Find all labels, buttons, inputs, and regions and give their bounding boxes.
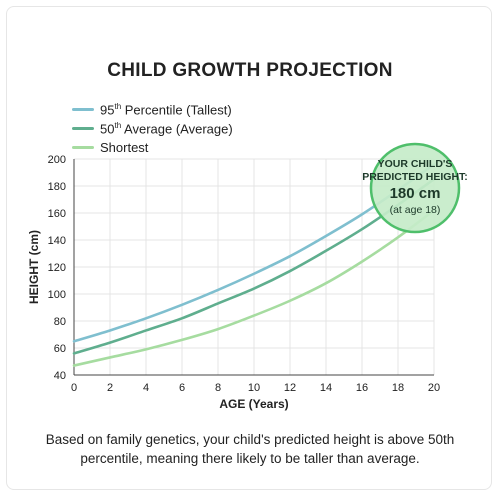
legend-label-95th: 95th Percentile (Tallest) bbox=[100, 101, 232, 118]
y-axis-label: HEIGHT (cm) bbox=[27, 230, 41, 304]
legend-label-50th: 50th Average (Average) bbox=[100, 120, 233, 137]
x-axis-label: AGE (Years) bbox=[219, 397, 288, 411]
series-lines bbox=[72, 163, 436, 367]
y-tick-label: 40 bbox=[54, 370, 66, 382]
y-tick-label: 200 bbox=[48, 154, 66, 166]
y-tick-label: 60 bbox=[54, 343, 66, 355]
x-tick-label: 6 bbox=[179, 382, 185, 394]
series-shortest bbox=[72, 209, 436, 367]
callout-value: 180 cm bbox=[390, 185, 441, 202]
legend: 95th Percentile (Tallest) 50th Average (… bbox=[72, 100, 233, 157]
series-95th-percentile bbox=[72, 163, 436, 343]
legend-item-50th: 50th Average (Average) bbox=[72, 119, 233, 138]
callout-circle bbox=[369, 142, 461, 234]
x-tick-label: 12 bbox=[284, 382, 296, 394]
y-tick-label: 180 bbox=[48, 181, 66, 193]
legend-label-shortest: Shortest bbox=[100, 140, 149, 155]
x-tick-label: 10 bbox=[248, 382, 260, 394]
x-tick-label: 8 bbox=[215, 382, 221, 394]
y-tick-label: 140 bbox=[48, 235, 66, 247]
callout-note: (at age 18) bbox=[390, 204, 441, 216]
legend-item-shortest: Shortest bbox=[72, 138, 233, 157]
x-tick-label: 16 bbox=[356, 382, 368, 394]
callout-line1: YOUR CHILD'S bbox=[378, 158, 453, 170]
y-tick-label: 160 bbox=[48, 208, 66, 220]
axes: 40 60 80 100 120 140 160 180 200 0 2 4 6 8 10 12 14 16 18 2… bbox=[48, 154, 440, 394]
y-tick-label: 100 bbox=[48, 289, 66, 301]
y-tick-label: 80 bbox=[54, 316, 66, 328]
y-tick-label: 120 bbox=[48, 262, 66, 274]
callout-line2: PREDICTED HEIGHT: bbox=[362, 171, 468, 183]
caption: Based on family genetics, your child's p… bbox=[45, 432, 455, 466]
x-tick-label: 14 bbox=[320, 382, 332, 394]
legend-item-95th: 95th Percentile (Tallest) bbox=[72, 100, 233, 119]
x-tick-label: 4 bbox=[143, 382, 149, 394]
x-tick-label: 2 bbox=[107, 382, 113, 394]
series-50th-average bbox=[72, 177, 436, 355]
predicted-height-callout: YOUR CHILD'S PREDICTED HEIGHT: 180 cm (a… bbox=[362, 142, 468, 234]
legend-swatch-shortest bbox=[72, 146, 94, 149]
x-tick-label: 0 bbox=[71, 382, 77, 394]
x-tick-label: 18 bbox=[392, 382, 404, 394]
x-tick-label: 20 bbox=[428, 382, 440, 394]
legend-swatch-50th bbox=[72, 127, 94, 130]
legend-swatch-95th bbox=[72, 108, 94, 111]
chart-title: CHILD GROWTH PROJECTION bbox=[107, 60, 393, 81]
chart-card bbox=[6, 6, 492, 490]
